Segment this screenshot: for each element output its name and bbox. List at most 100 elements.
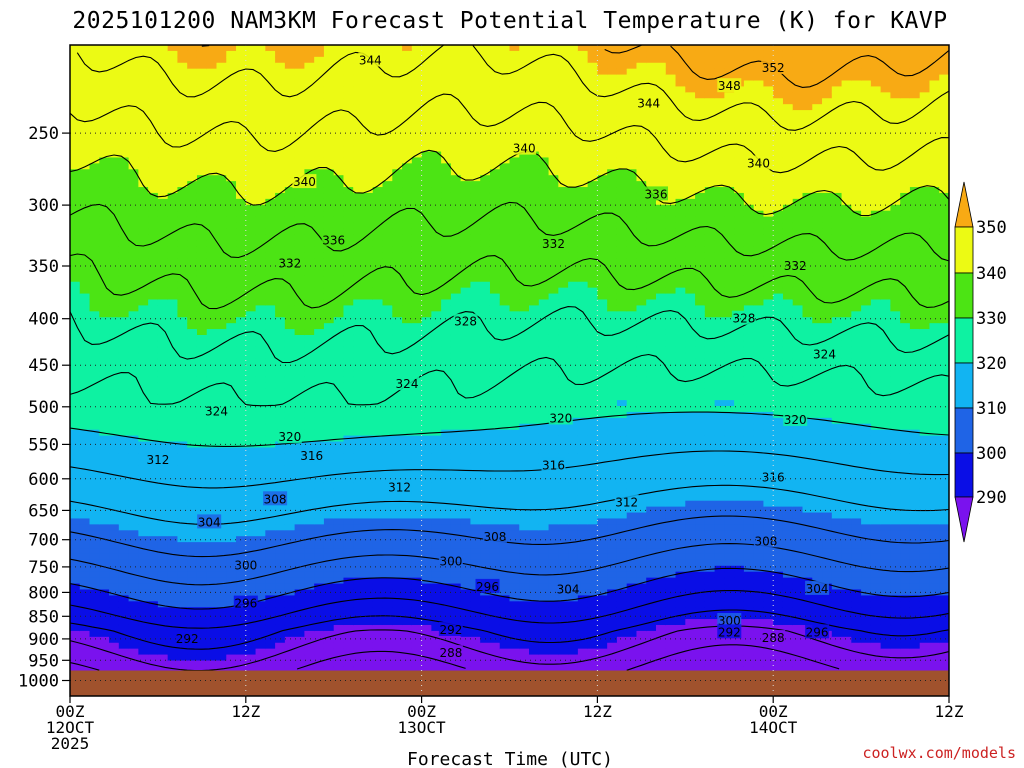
field-cell	[402, 269, 413, 277]
field-cell	[470, 62, 481, 70]
field-cell	[138, 488, 149, 496]
field-cell	[118, 577, 130, 585]
field-cell	[177, 110, 188, 117]
field-cell	[353, 601, 364, 608]
field-cell	[489, 417, 501, 425]
field-cell	[177, 477, 188, 484]
field-cell	[89, 234, 100, 241]
field-cell	[450, 198, 462, 206]
field-cell	[431, 488, 442, 496]
field-cell	[499, 228, 511, 235]
field-cell	[470, 542, 481, 549]
field-cell	[167, 181, 179, 188]
field-cell	[343, 45, 354, 52]
field-cell	[402, 175, 413, 182]
field-cell	[245, 654, 257, 662]
field-cell	[118, 394, 130, 401]
field-cell	[450, 488, 462, 496]
field-cell	[450, 423, 462, 431]
field-cell	[323, 56, 335, 64]
field-cell	[118, 258, 130, 265]
field-cell	[499, 589, 511, 596]
field-cell	[402, 80, 413, 88]
field-cell	[167, 263, 179, 271]
field-cell	[109, 630, 120, 638]
field-cell	[109, 477, 120, 484]
field-cell	[167, 548, 179, 555]
field-cell	[275, 252, 286, 259]
field-cell	[216, 488, 227, 496]
field-cell	[148, 500, 159, 508]
field-cell	[138, 192, 149, 200]
field-cell	[343, 252, 354, 259]
field-cell	[333, 50, 345, 58]
field-cell	[353, 68, 364, 76]
field-cell	[411, 388, 423, 395]
field-cell	[109, 216, 120, 224]
field-cell	[148, 317, 159, 324]
field-cell	[431, 305, 442, 312]
field-cell	[128, 565, 139, 573]
field-cell	[353, 334, 364, 342]
field-cell	[294, 548, 305, 555]
field-cell	[441, 340, 452, 348]
field-cell	[226, 524, 237, 531]
field-cell	[118, 192, 130, 200]
field-cell	[323, 482, 335, 490]
field-cell	[245, 346, 257, 354]
field-cell	[304, 228, 315, 235]
field-cell	[109, 636, 120, 644]
field-cell	[79, 346, 91, 354]
field-cell	[411, 329, 423, 336]
field-cell	[343, 370, 354, 378]
field-cell	[304, 477, 315, 484]
field-cell	[79, 376, 91, 383]
field-cell	[323, 565, 335, 573]
field-cell	[236, 317, 247, 324]
field-cell	[265, 263, 276, 271]
field-cell	[294, 269, 305, 277]
field-cell	[294, 145, 305, 153]
field-cell	[372, 127, 384, 135]
field-cell	[196, 583, 208, 591]
field-cell	[70, 595, 81, 602]
field-cell	[216, 240, 227, 247]
field-cell	[157, 530, 169, 537]
field-cell	[167, 281, 179, 289]
field-cell	[196, 323, 208, 330]
field-cell	[206, 417, 218, 425]
field-cell	[402, 62, 413, 70]
field-cell	[255, 74, 266, 82]
field-cell	[245, 482, 257, 490]
field-cell	[187, 364, 198, 372]
field-cell	[323, 258, 335, 265]
field-cell	[79, 370, 91, 378]
field-cell	[187, 352, 198, 360]
field-cell	[245, 116, 257, 123]
field-cell	[372, 346, 384, 354]
field-cell	[157, 56, 169, 64]
field-cell	[89, 210, 100, 218]
field-cell	[431, 465, 442, 472]
field-cell	[363, 518, 374, 525]
field-cell	[89, 281, 100, 289]
field-cell	[167, 376, 179, 383]
field-cell	[128, 666, 139, 673]
field-cell	[284, 577, 296, 585]
field-cell	[265, 116, 276, 123]
field-cell	[138, 50, 149, 58]
field-cell	[128, 583, 139, 591]
field-cell	[304, 151, 315, 159]
field-cell	[118, 187, 130, 194]
field-cell	[294, 382, 305, 389]
field-cell	[206, 482, 218, 490]
field-cell	[70, 423, 81, 431]
field-cell	[499, 441, 511, 449]
field-cell	[138, 293, 149, 301]
field-cell	[470, 98, 481, 105]
field-cell	[372, 258, 384, 265]
field-cell	[480, 133, 491, 141]
field-cell	[421, 352, 432, 360]
field-cell	[148, 246, 159, 253]
field-cell	[70, 500, 81, 508]
